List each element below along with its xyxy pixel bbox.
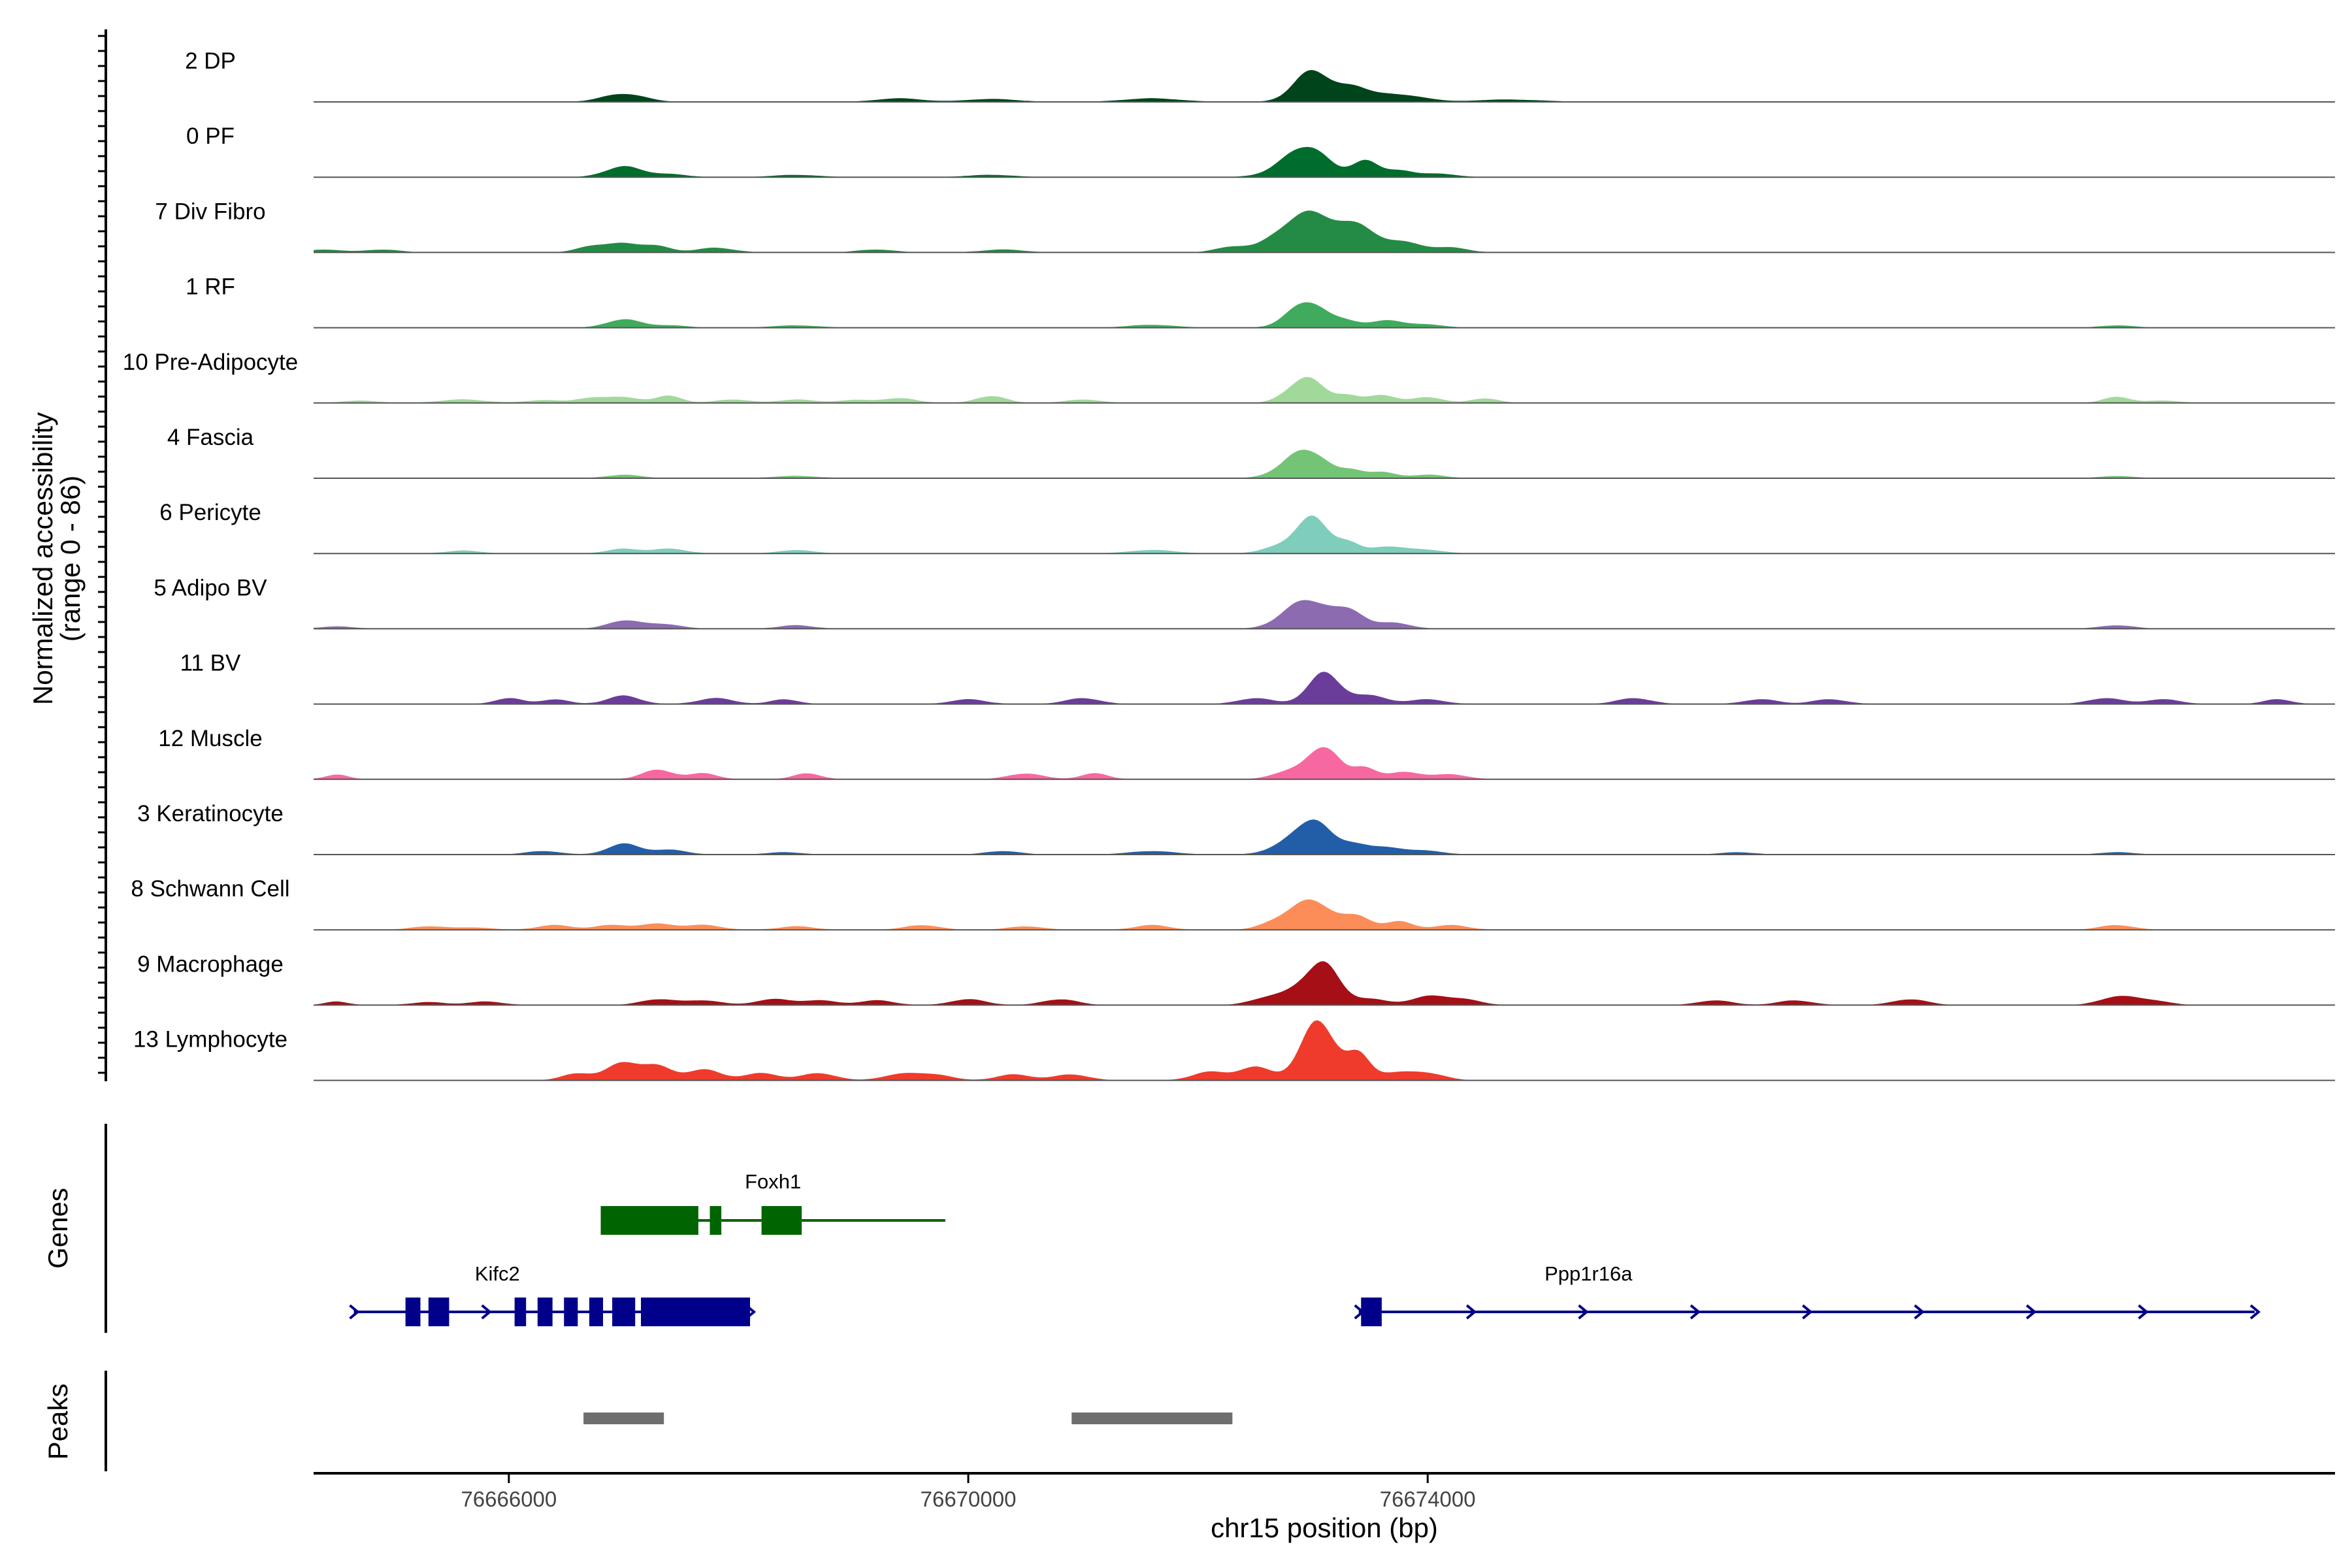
gene-annotation-track: Foxh1 Kifc2 Ppp1r16a [349, 1170, 2261, 1326]
coverage-track: 4 Fascia [167, 425, 2335, 479]
x-axis-title: chr15 position (bp) [1211, 1512, 1438, 1543]
track-label: 12 Muscle [158, 726, 263, 751]
exon-block [1361, 1298, 1382, 1326]
peaks-track [583, 1413, 1233, 1424]
coverage-track: 0 PF [186, 123, 2335, 178]
coverage-track: 10 Pre-Adipocyte [123, 350, 2335, 404]
strand-arrow [1465, 1304, 1477, 1320]
peak-region [1071, 1413, 1233, 1424]
y-axis-title: Normalized accessibility [27, 412, 58, 705]
coverage-track: 1 RF [186, 274, 2335, 329]
exon-block [564, 1298, 578, 1326]
strand-arrow [2138, 1304, 2149, 1320]
strand-arrow [1802, 1304, 1813, 1320]
coverage-area [314, 819, 2335, 855]
coverage-track: 3 Keratinocyte [137, 801, 2335, 855]
coverage-area [314, 672, 2335, 704]
track-label: 6 Pericyte [159, 500, 261, 525]
genes-panel-label: Genes [42, 1188, 73, 1269]
exon-block [600, 1206, 698, 1235]
gene-label: Ppp1r16a [1544, 1262, 1633, 1285]
coverage-track: 7 Div Fibro [155, 199, 2335, 253]
coverage-track: 2 DP [185, 48, 2335, 103]
strand-arrow [1578, 1304, 1589, 1320]
gene-model: Ppp1r16a [1354, 1262, 2261, 1326]
exon-block [514, 1298, 527, 1326]
coverage-area [314, 515, 2335, 554]
strand-arrow [1690, 1304, 1701, 1320]
track-label: 4 Fascia [167, 425, 254, 450]
track-label: 2 DP [185, 48, 236, 74]
exon-block [405, 1298, 421, 1326]
track-label: 5 Adipo BV [154, 575, 267, 600]
y-axis [98, 29, 107, 1081]
exon-block [710, 1206, 722, 1235]
x-tick-label: 76674000 [1380, 1487, 1476, 1511]
exon-block [428, 1298, 449, 1326]
y-axis-range-label: (range 0 - 86) [55, 476, 86, 642]
coverage-area [314, 899, 2335, 930]
exon-block [761, 1206, 802, 1235]
coverage-track: 13 Lymphocyte [133, 1020, 2335, 1081]
gene-model: Foxh1 [600, 1170, 945, 1235]
strand-arrow [349, 1304, 360, 1320]
gene-label: Foxh1 [745, 1170, 801, 1193]
coverage-area [314, 302, 2335, 328]
exon-block [589, 1298, 604, 1326]
gene-model: Kifc2 [349, 1262, 757, 1326]
x-tick-label: 76670000 [921, 1487, 1017, 1511]
track-label: 13 Lymphocyte [133, 1027, 287, 1053]
coverage-area [314, 210, 2335, 253]
coverage-track: 9 Macrophage [137, 951, 2335, 1006]
gene-label: Kifc2 [475, 1262, 520, 1285]
track-label: 0 PF [186, 123, 235, 149]
coverage-track: 12 Muscle [158, 726, 2335, 780]
coverage-area [314, 70, 2335, 102]
track-label: 7 Div Fibro [155, 199, 265, 224]
coverage-area [314, 600, 2335, 629]
coverage-track: 11 BV [180, 651, 2335, 705]
coverage-track: 6 Pericyte [159, 500, 2335, 555]
coverage-area [314, 961, 2335, 1005]
track-label: 10 Pre-Adipocyte [123, 350, 298, 375]
coverage-area [314, 449, 2335, 478]
strand-arrow [2025, 1304, 2037, 1320]
exon-block [641, 1298, 751, 1326]
track-label: 11 BV [180, 651, 241, 676]
coverage-track: 8 Schwann Cell [131, 876, 2335, 931]
track-label: 8 Schwann Cell [131, 876, 289, 902]
coverage-area [314, 146, 2335, 178]
strand-arrow [1914, 1304, 1925, 1320]
strand-arrow [2249, 1304, 2261, 1320]
track-label: 3 Keratinocyte [137, 801, 284, 826]
track-label: 1 RF [186, 274, 235, 300]
coverage-area [314, 747, 2335, 779]
strand-arrow [481, 1304, 492, 1320]
coverage-area [314, 376, 2335, 403]
exon-block [537, 1298, 553, 1326]
coverage-tracks: 2 DP 0 PF 7 Div Fibro 1 RF 10 Pre-Adipocyte 4… [123, 48, 2335, 1081]
exon-block [612, 1298, 636, 1326]
x-tick-label: 76666000 [461, 1487, 557, 1511]
coverage-area [314, 1020, 2335, 1081]
peak-region [583, 1413, 664, 1424]
x-axis-ticks: 76666000 76670000 76674000 [461, 1473, 1476, 1511]
peaks-panel-label: Peaks [42, 1384, 73, 1460]
coverage-track: 5 Adipo BV [154, 575, 2335, 630]
track-label: 9 Macrophage [137, 951, 284, 977]
